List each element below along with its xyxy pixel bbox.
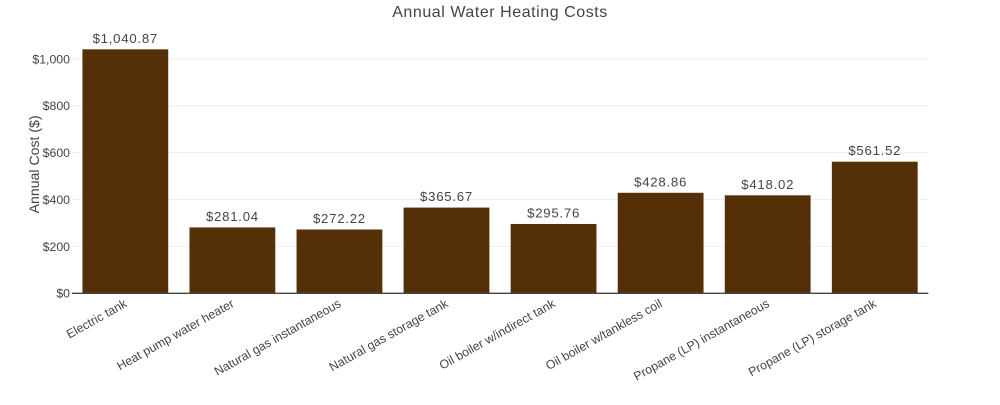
svg-text:$281.04: $281.04 xyxy=(206,209,259,224)
svg-text:Annual Cost ($): Annual Cost ($) xyxy=(26,115,42,213)
svg-text:$0: $0 xyxy=(56,287,70,301)
svg-text:$400: $400 xyxy=(43,193,71,207)
svg-text:$1,040.87: $1,040.87 xyxy=(93,31,158,46)
svg-text:$365.67: $365.67 xyxy=(420,189,473,204)
svg-text:$428.86: $428.86 xyxy=(634,174,687,189)
svg-text:$600: $600 xyxy=(43,146,71,160)
svg-text:$272.22: $272.22 xyxy=(313,211,366,226)
svg-text:$1,000: $1,000 xyxy=(32,52,70,66)
svg-text:$418.02: $418.02 xyxy=(741,177,794,192)
svg-text:$800: $800 xyxy=(43,99,71,113)
svg-text:$561.52: $561.52 xyxy=(848,143,901,158)
svg-text:$295.76: $295.76 xyxy=(527,206,580,221)
svg-text:$200: $200 xyxy=(43,240,71,254)
svg-text:Annual Water Heating Costs: Annual Water Heating Costs xyxy=(392,4,608,21)
